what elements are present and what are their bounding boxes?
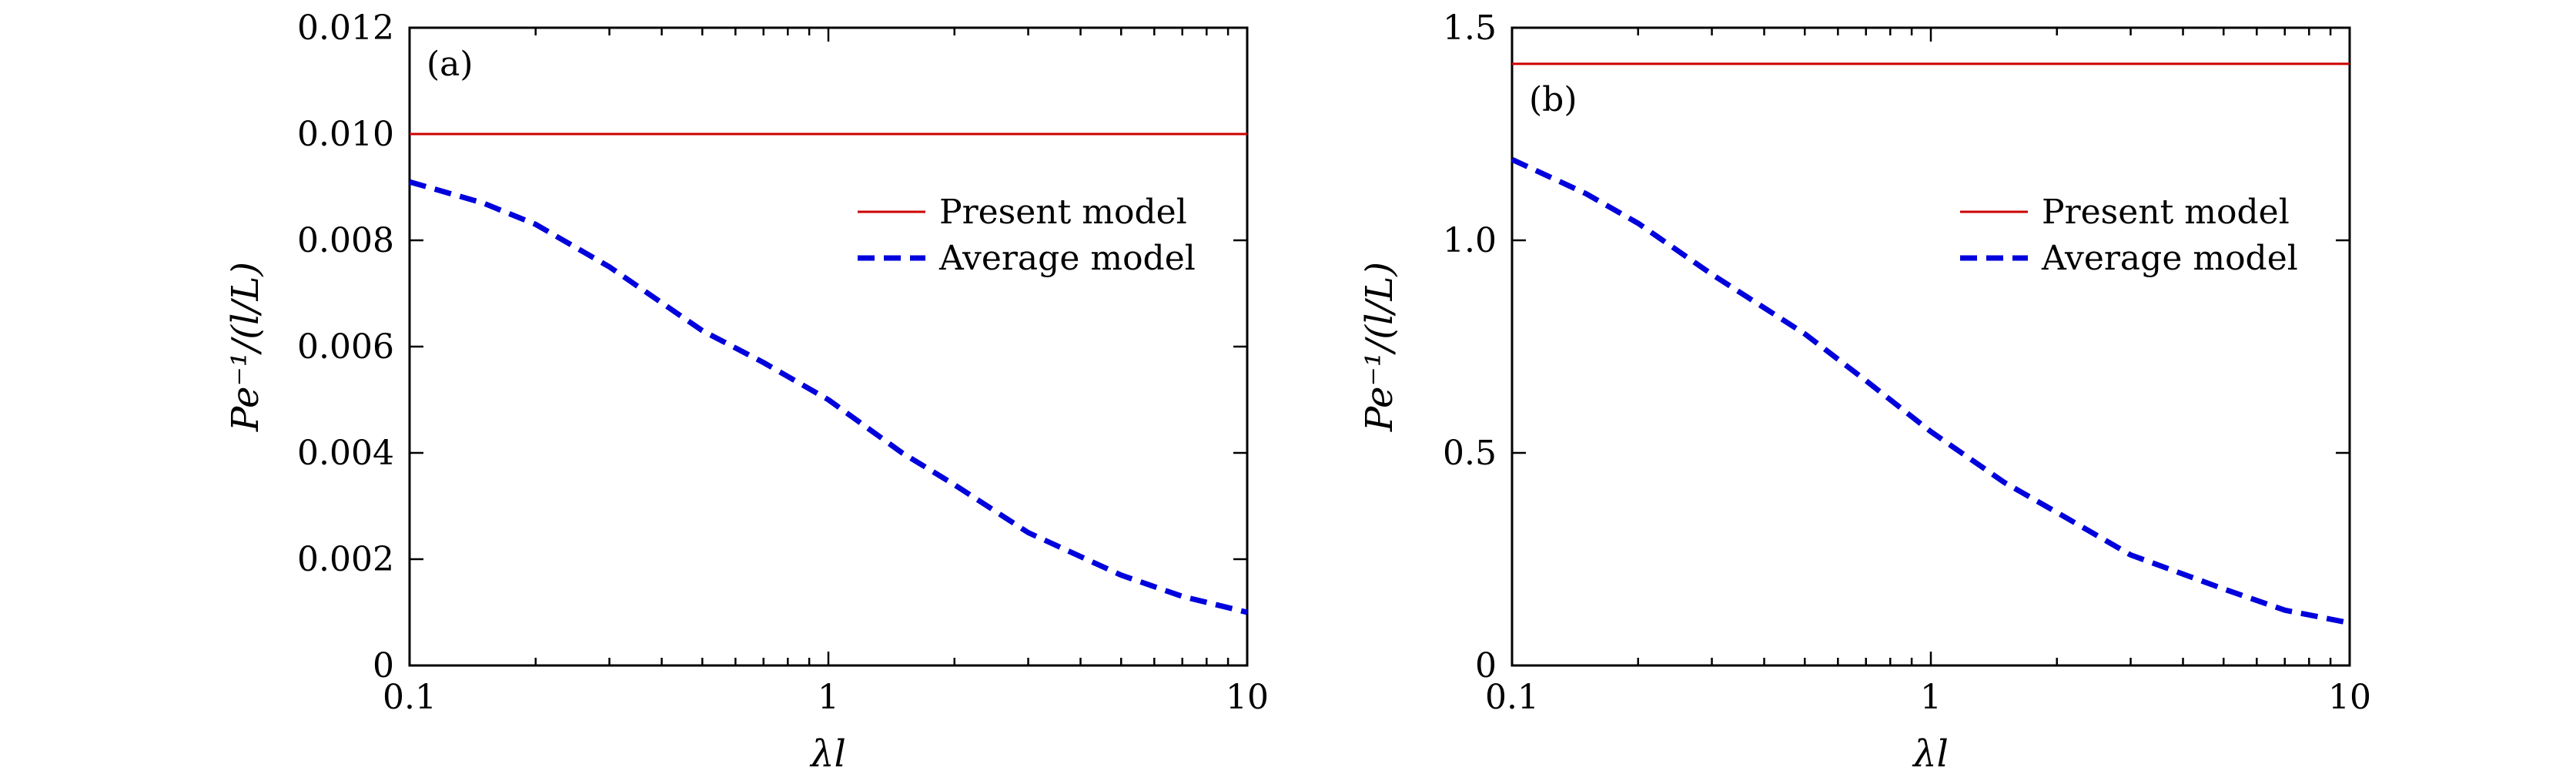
y-axis-title: Pe⁻¹/(l/L) xyxy=(224,262,267,432)
series-lines xyxy=(409,132,1248,615)
y-tick-label: 0.5 xyxy=(1443,434,1497,473)
axis-ticks xyxy=(408,26,1247,667)
y-tick-label: 0.004 xyxy=(297,434,394,473)
y-tick-label: 0.006 xyxy=(297,327,394,367)
plot-frame xyxy=(1510,26,2351,667)
legend: Present model Average model xyxy=(858,193,1196,278)
y-tick-labels: 0 0.5 1.0 1.5 xyxy=(1443,8,1497,685)
panel-label: (b) xyxy=(1529,80,1577,119)
y-tick-labels: 0 0.002 0.004 0.006 0.008 0.010 0.012 xyxy=(297,8,394,685)
panel-a: (a) Present model Average model 0 0.002 … xyxy=(224,8,1269,776)
x-tick-labels: 0.1 1 10 xyxy=(1485,678,2371,717)
x-tick-labels: 0.1 1 10 xyxy=(383,678,1269,717)
series-line-average-model xyxy=(1510,156,2350,626)
legend-label-present-model: Present model xyxy=(2042,193,2290,232)
x-tick-label: 1 xyxy=(1920,678,1942,717)
x-tick-label: 1 xyxy=(818,678,839,717)
series-lines xyxy=(1510,62,2350,626)
x-tick-label: 10 xyxy=(2328,678,2371,717)
axis-ticks xyxy=(1510,26,2350,667)
y-tick-label: 1.5 xyxy=(1443,8,1497,48)
y-tick-label: 0 xyxy=(373,646,394,685)
panel-b: (b) Present model Average model 0 0.5 1.… xyxy=(1358,8,2371,776)
y-tick-label: 0.012 xyxy=(297,8,394,48)
plot-frame xyxy=(408,26,1249,667)
x-tick-label: 0.1 xyxy=(1485,678,1539,717)
x-axis-title: λl xyxy=(1912,732,1949,776)
y-tick-label: 0.002 xyxy=(297,540,394,579)
y-tick-label: 0.010 xyxy=(297,115,394,154)
legend-label-present-model: Present model xyxy=(939,193,1187,232)
y-tick-label: 1.0 xyxy=(1443,221,1497,260)
y-axis-title: Pe⁻¹/(l/L) xyxy=(1358,262,1401,432)
x-tick-label: 10 xyxy=(1226,678,1269,717)
series-line-average-model xyxy=(409,179,1248,615)
x-tick-label: 0.1 xyxy=(383,678,437,717)
panel-label: (a) xyxy=(427,45,473,84)
x-axis-title: λl xyxy=(809,732,846,776)
legend: Present model Average model xyxy=(1960,193,2298,278)
y-tick-label: 0.008 xyxy=(297,221,394,260)
legend-label-average-model: Average model xyxy=(938,239,1196,278)
legend-label-average-model: Average model xyxy=(2041,239,2298,278)
y-tick-label: 0 xyxy=(1475,646,1497,685)
